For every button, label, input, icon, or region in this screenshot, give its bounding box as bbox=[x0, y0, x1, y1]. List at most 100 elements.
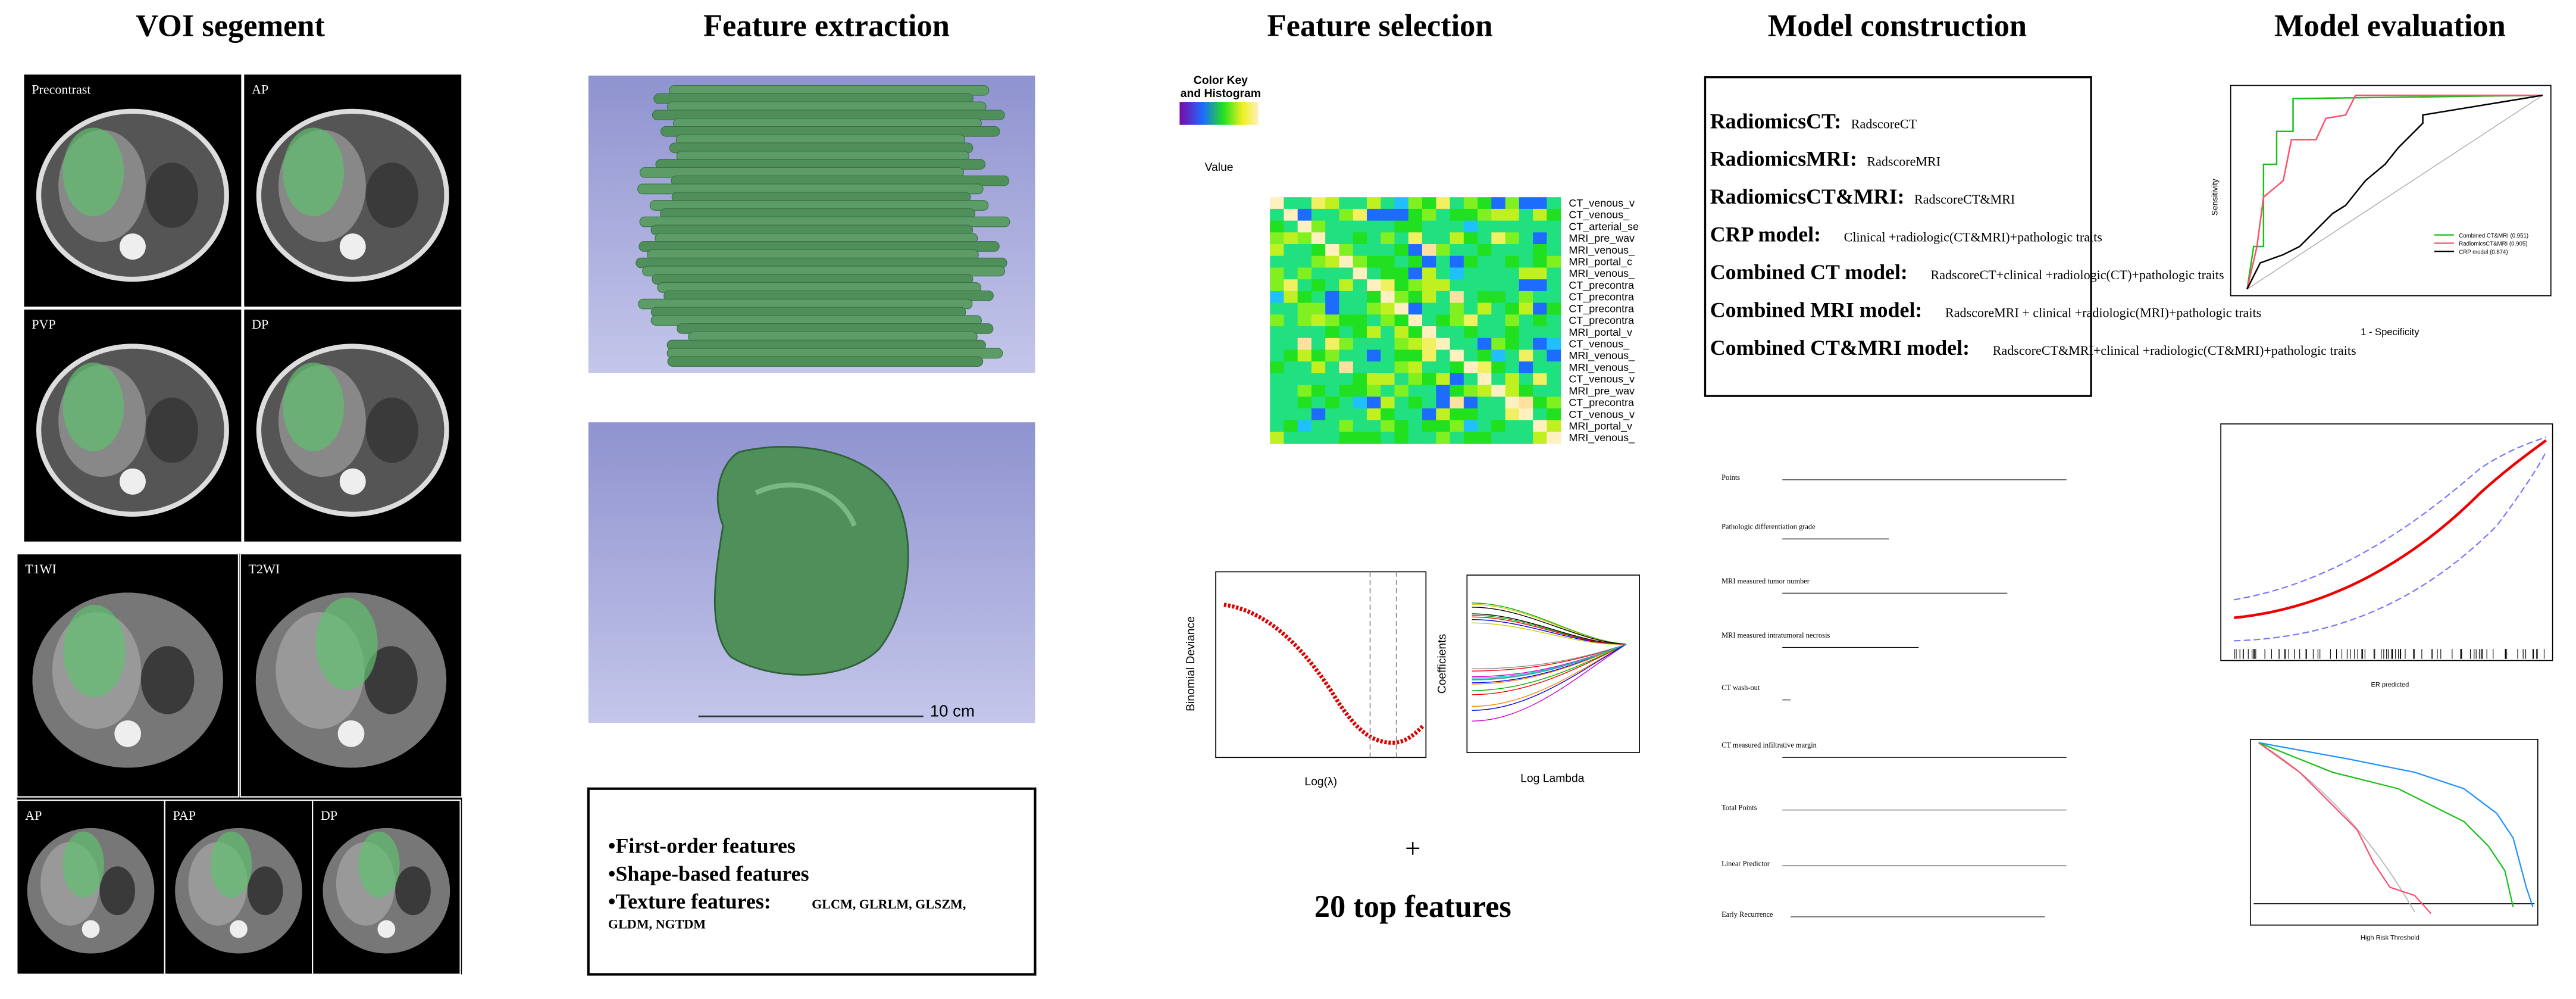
heat-cell bbox=[1547, 397, 1561, 409]
model-formula: RadscoreCT bbox=[1851, 116, 1917, 131]
heat-cell bbox=[1491, 244, 1506, 257]
heat-cell bbox=[1491, 314, 1506, 327]
heat-cell bbox=[1353, 338, 1367, 351]
heat-cell bbox=[1547, 197, 1561, 210]
ci bbox=[2234, 451, 2547, 642]
heat-cell bbox=[1505, 385, 1520, 397]
heat-cell bbox=[1519, 432, 1533, 444]
axis-label: Sensitivity bbox=[2211, 179, 2220, 216]
heat-cell bbox=[1547, 420, 1561, 433]
heat-cell bbox=[1450, 385, 1464, 397]
heat-cell bbox=[1353, 432, 1367, 444]
heat-cell bbox=[1519, 314, 1533, 327]
heat-cell bbox=[1505, 349, 1520, 362]
heat-cell bbox=[1284, 279, 1298, 292]
treat-all bbox=[2258, 742, 2415, 913]
heat-cell bbox=[1478, 432, 1492, 444]
organ bbox=[141, 646, 195, 714]
heat-cell bbox=[1366, 408, 1381, 421]
heat-cell bbox=[1450, 302, 1464, 315]
heat-cell bbox=[1547, 361, 1561, 374]
heat-cell bbox=[1436, 244, 1451, 257]
heat-cell bbox=[1422, 291, 1436, 304]
heat-cell bbox=[1463, 338, 1478, 351]
heat-cell bbox=[1297, 255, 1312, 269]
heat-cell bbox=[1533, 197, 1547, 210]
feature-item: •Texture features: bbox=[608, 889, 771, 913]
heat-cell bbox=[1436, 349, 1451, 362]
dca-curve bbox=[2258, 742, 2514, 907]
voxel-row bbox=[667, 356, 984, 367]
heat-cell bbox=[1339, 385, 1354, 397]
heat-cell bbox=[1436, 420, 1451, 433]
heat-cell bbox=[1325, 338, 1340, 351]
heat-cell bbox=[1547, 385, 1561, 397]
heat-cell bbox=[1311, 314, 1326, 327]
spine bbox=[377, 920, 396, 938]
heat-cell bbox=[1297, 302, 1312, 315]
heat-cell bbox=[1533, 232, 1547, 245]
panel-label: AP bbox=[25, 808, 42, 823]
heat-cell bbox=[1547, 349, 1561, 362]
heat-cell bbox=[1325, 267, 1340, 280]
feature-item: GLCM, GLRLM, GLSZM, bbox=[812, 897, 966, 911]
heat-cell bbox=[1533, 302, 1547, 315]
heat-cell bbox=[1381, 326, 1395, 339]
heat-cell bbox=[1491, 361, 1506, 374]
heat-cell bbox=[1519, 420, 1533, 433]
heat-cell bbox=[1505, 408, 1520, 421]
heat-cell bbox=[1519, 397, 1533, 409]
heat-cell bbox=[1339, 197, 1354, 210]
heat-cell bbox=[1284, 302, 1298, 315]
heat-cell bbox=[1547, 373, 1561, 386]
heat-cell bbox=[1505, 314, 1520, 327]
heat-cell bbox=[1519, 244, 1533, 257]
heatmap-row-label: MRI_venous_ bbox=[1569, 244, 1635, 257]
coef-path bbox=[1472, 644, 1627, 670]
heat-cell bbox=[1270, 385, 1284, 397]
panel-label: DP bbox=[252, 317, 268, 332]
heat-cell bbox=[1408, 197, 1423, 210]
coef-paths bbox=[1472, 602, 1627, 722]
tumor-mesh bbox=[713, 445, 909, 676]
heat-cell bbox=[1463, 420, 1478, 433]
panel-label: PVP bbox=[32, 317, 55, 332]
heat-cell bbox=[1270, 208, 1284, 221]
heat-cell bbox=[1297, 220, 1312, 233]
heat-cell bbox=[1297, 397, 1312, 409]
roc-plot bbox=[2230, 85, 2552, 296]
heat-cell bbox=[1270, 197, 1284, 210]
heat-cell bbox=[1478, 255, 1492, 269]
tumor-roi bbox=[283, 362, 345, 451]
heat-cell bbox=[1353, 291, 1367, 304]
heat-cell bbox=[1491, 408, 1506, 421]
heat-cell bbox=[1505, 220, 1520, 233]
organ bbox=[365, 163, 418, 228]
coef-path bbox=[1472, 613, 1627, 645]
heat-cell bbox=[1491, 267, 1506, 280]
heat-cell bbox=[1381, 397, 1395, 409]
heat-cell bbox=[1284, 420, 1298, 433]
heat-cell bbox=[1533, 432, 1547, 444]
heat-cell bbox=[1339, 208, 1354, 221]
heat-cell bbox=[1519, 232, 1533, 245]
heat-cell bbox=[1533, 267, 1547, 280]
heat-cell bbox=[1491, 420, 1506, 433]
key-title: and Histogram bbox=[1181, 88, 1261, 100]
heat-cell bbox=[1408, 361, 1423, 374]
coef-path bbox=[1472, 644, 1627, 685]
heat-cell bbox=[1353, 420, 1367, 433]
coef-path bbox=[1472, 644, 1627, 695]
heat-cell bbox=[1366, 291, 1381, 304]
heat-cell bbox=[1533, 408, 1547, 421]
heat-cell bbox=[1394, 408, 1409, 421]
reference-line bbox=[2246, 95, 2543, 290]
heat-cell bbox=[1547, 220, 1561, 233]
heat-cell bbox=[1381, 432, 1395, 444]
heat-cell bbox=[1353, 208, 1367, 221]
heat-cell bbox=[1408, 267, 1423, 280]
model-formula: Clinical +radiologic(CT&MRI)+pathologic … bbox=[1844, 230, 2102, 245]
heat-cell bbox=[1463, 244, 1478, 257]
tumor-roi bbox=[210, 831, 252, 898]
heat-cell bbox=[1436, 255, 1451, 269]
